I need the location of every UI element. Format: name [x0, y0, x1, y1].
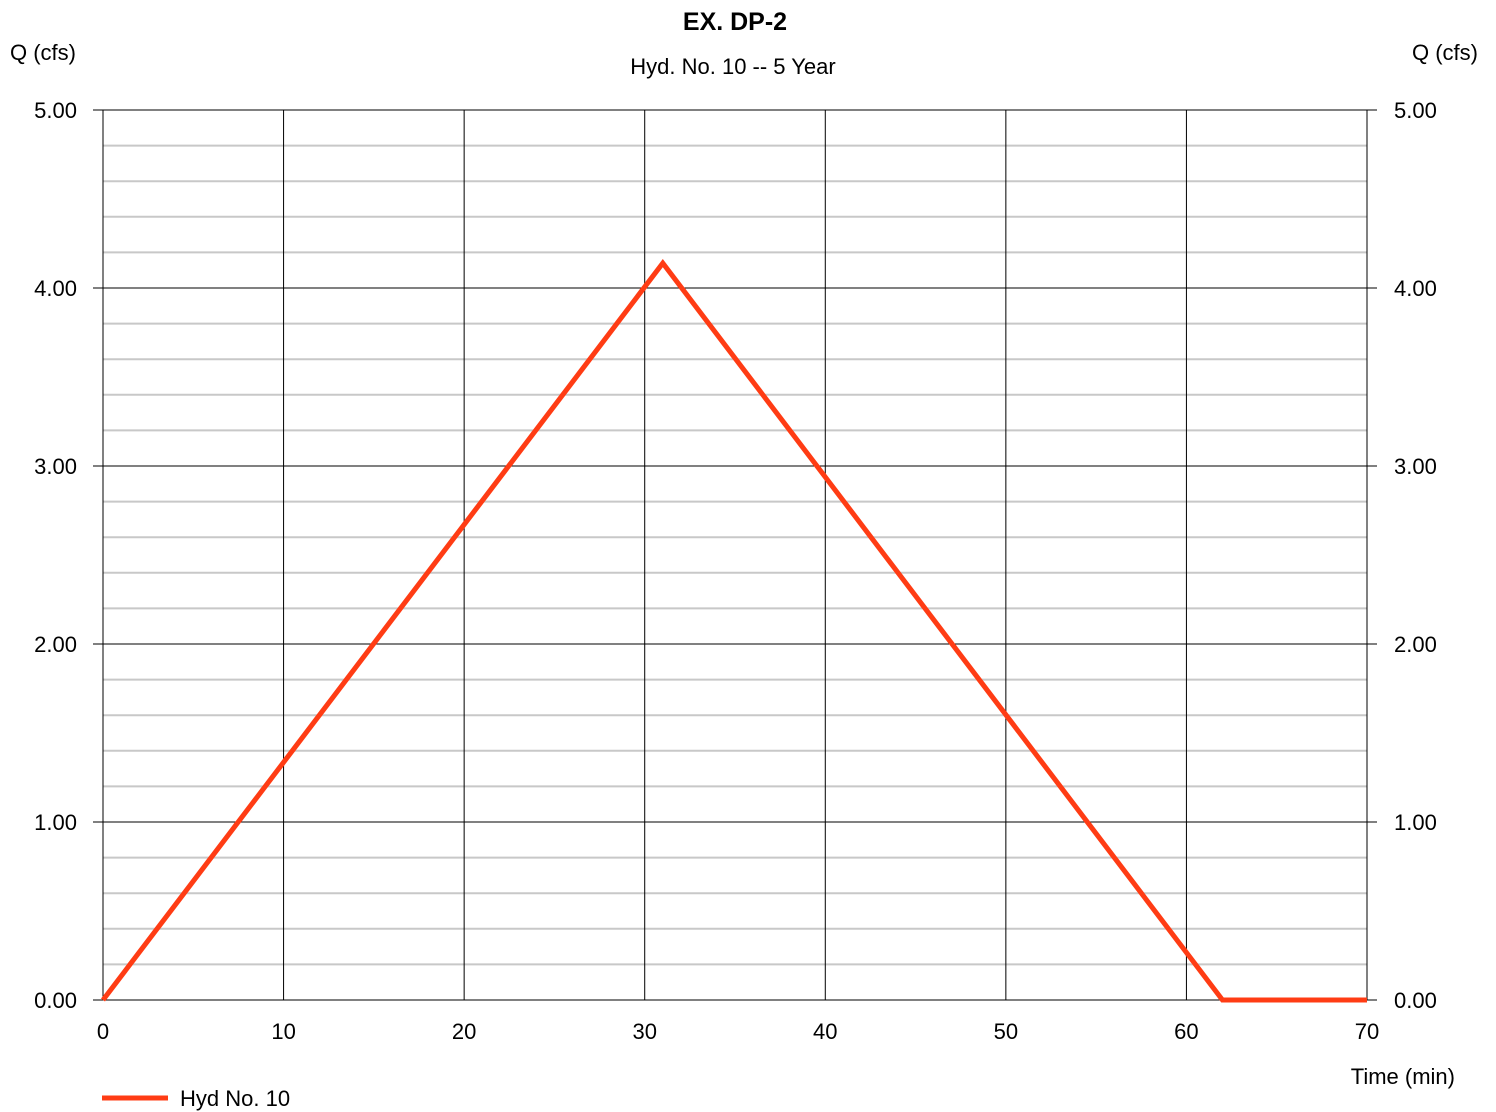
x-tick-label: 60: [1174, 1019, 1198, 1044]
y-tick-label-right: 1.00: [1394, 810, 1437, 835]
legend: Hyd No. 10: [102, 1086, 290, 1111]
y-tick-label-left: 3.00: [34, 454, 77, 479]
x-tick-label: 0: [97, 1019, 109, 1044]
plot-frame: [102, 109, 1368, 1001]
x-axis-label: Time (min): [1351, 1064, 1455, 1089]
y-tick-label-right: 0.00: [1394, 988, 1437, 1013]
chart-subtitle: Hyd. No. 10 -- 5 Year: [630, 54, 835, 79]
y-tick-label-left: 2.00: [34, 632, 77, 657]
x-tick-label: 70: [1355, 1019, 1379, 1044]
y-tick-label-right: 4.00: [1394, 276, 1437, 301]
tick-marks: [93, 109, 1377, 1001]
x-tick-labels: 0 10 20 30 40 50 60 70: [97, 1019, 1379, 1044]
y-tick-label-left: 5.00: [34, 98, 77, 123]
chart-title: EX. DP-2: [683, 8, 787, 36]
y-tick-label-left: 1.00: [34, 810, 77, 835]
legend-label: Hyd No. 10: [180, 1086, 290, 1111]
y-tick-labels-left: 0.00 1.00 2.00 3.00 4.00 5.00: [34, 98, 77, 1013]
x-tick-label: 20: [452, 1019, 476, 1044]
y-tick-label-right: 3.00: [1394, 454, 1437, 479]
x-tick-label: 40: [813, 1019, 837, 1044]
series-layer: [101, 258, 1367, 1003]
y-tick-label-left: 0.00: [34, 988, 77, 1013]
y-tick-label-left: 4.00: [34, 276, 77, 301]
major-gridlines: [102, 109, 1368, 1001]
x-tick-label: 50: [994, 1019, 1018, 1044]
y-tick-label-right: 5.00: [1394, 98, 1437, 123]
y-axis-label-right: Q (cfs): [1412, 40, 1478, 65]
y-tick-labels-right: 0.00 1.00 2.00 3.00 4.00 5.00: [1394, 98, 1437, 1013]
x-tick-label: 30: [632, 1019, 656, 1044]
series-line-hyd-no-10: [101, 258, 1367, 1003]
y-axis-label-left: Q (cfs): [10, 40, 76, 65]
x-tick-label: 10: [271, 1019, 295, 1044]
minor-gridlines: [103, 144, 1367, 966]
y-tick-label-right: 2.00: [1394, 632, 1437, 657]
